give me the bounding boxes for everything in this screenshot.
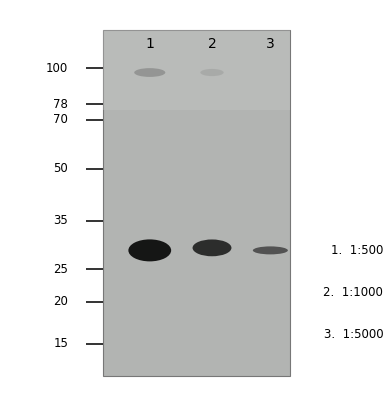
Ellipse shape <box>134 68 165 77</box>
Ellipse shape <box>193 240 231 256</box>
Ellipse shape <box>253 246 288 254</box>
Text: 2.  1:1000: 2. 1:1000 <box>323 286 383 298</box>
Text: 70: 70 <box>53 113 68 126</box>
Text: 3: 3 <box>266 37 275 51</box>
Bar <box>103 30 290 110</box>
Text: 1: 1 <box>145 37 154 51</box>
Text: 15: 15 <box>53 337 68 350</box>
Text: 2: 2 <box>208 37 216 51</box>
Text: 100: 100 <box>46 62 68 74</box>
Text: 35: 35 <box>53 214 68 227</box>
Text: 25: 25 <box>53 263 68 276</box>
Text: 1.  1:500: 1. 1:500 <box>331 244 383 256</box>
Text: 78: 78 <box>53 98 68 111</box>
Ellipse shape <box>128 239 171 261</box>
Ellipse shape <box>200 69 224 76</box>
Text: 50: 50 <box>53 162 68 175</box>
Bar <box>103 30 290 376</box>
Text: 3.  1:5000: 3. 1:5000 <box>324 328 383 340</box>
Text: 20: 20 <box>53 295 68 308</box>
